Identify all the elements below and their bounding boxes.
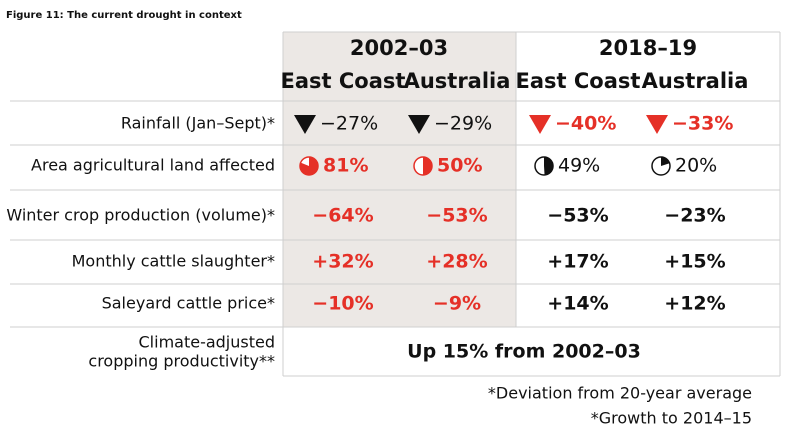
row-label: Rainfall (Jan–Sept)* [121,114,275,133]
pie-icon-wedge [300,157,318,176]
cell-value: +17% [547,251,608,273]
pie-icon-wedge [661,157,670,166]
cell-value: +15% [664,251,725,273]
cell-value: −29% [434,113,492,135]
cell-value: +28% [426,251,487,273]
cell-value: 49% [558,155,600,177]
figure-title: Figure 11: The current drought in contex… [6,10,242,21]
cell-value: −53% [547,205,608,227]
cell-value: 50% [437,155,482,177]
cell-value: −64% [312,205,373,227]
cell-value: −9% [433,293,481,315]
down-triangle [529,115,551,134]
cell-value: −33% [672,113,733,135]
cell-value: +12% [664,293,725,315]
row-label: Winter crop production (volume)* [6,206,275,225]
summary-value: Up 15% from 2002–03 [407,341,641,363]
down-triangle [408,115,430,134]
table-lines [10,31,781,377]
cell-value: −23% [664,205,725,227]
cell-value: +32% [312,251,373,273]
row-label: cropping productivity** [88,352,275,371]
column-header: Australia [404,69,511,93]
row-label: Saleyard cattle price* [102,294,275,313]
pie-icon-wedge [544,157,553,175]
column-header: East Coast [281,69,406,93]
period-header: 2002–03 [350,36,448,60]
down-triangle [294,115,316,134]
cell-value: 81% [323,155,368,177]
row-label: Climate-adjusted [139,333,276,352]
cell-value: −53% [426,205,487,227]
cell-value: −27% [320,113,378,135]
pie-icon-wedge [423,157,432,175]
cell-value: −40% [555,113,616,135]
down-triangle [646,115,668,134]
period-header: 2018–19 [599,36,697,60]
period-background [283,32,516,327]
column-header: East Coast [516,69,641,93]
row-label: Monthly cattle slaughter* [72,252,275,271]
cell-value: +14% [547,293,608,315]
column-header: Australia [642,69,749,93]
cell-value: −10% [312,293,373,315]
cell-value: 20% [675,155,717,177]
row-label: Area agricultural land affected [31,156,275,175]
footnote: *Deviation from 20-year average [488,384,752,403]
footnote: *Growth to 2014–15 [591,409,752,428]
